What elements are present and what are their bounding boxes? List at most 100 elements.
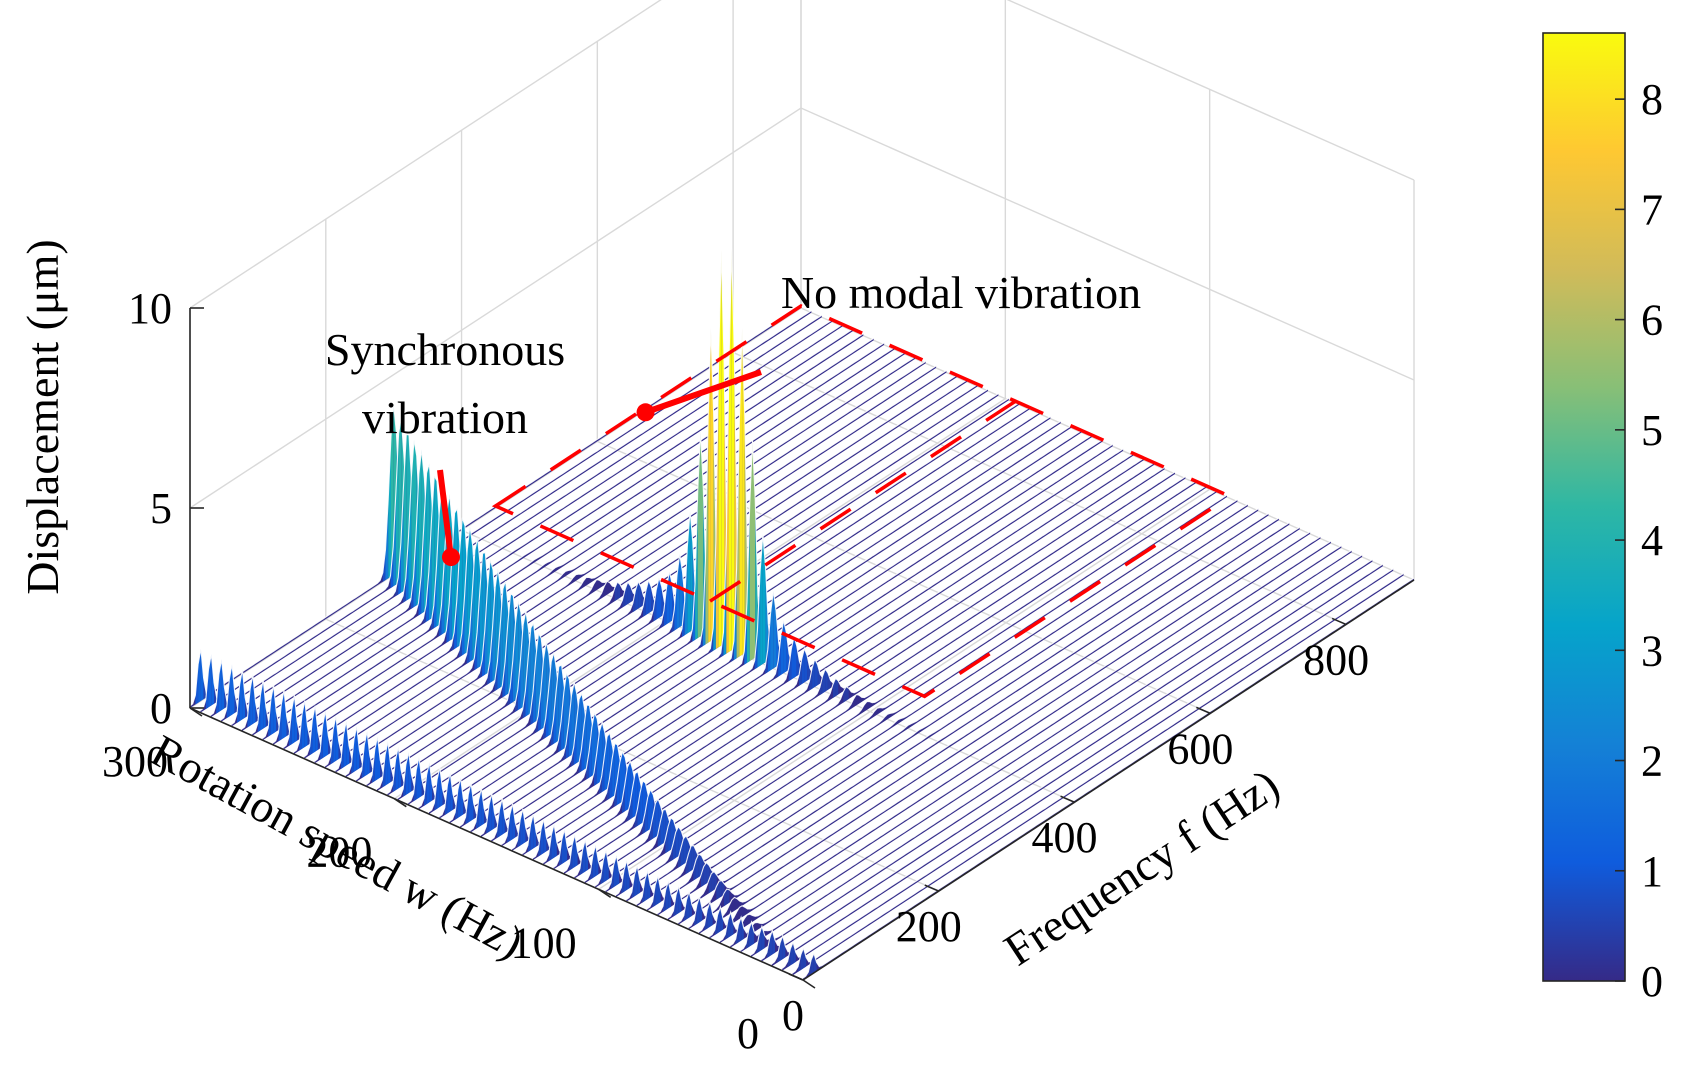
- waterfall-slice-edge: [719, 540, 1332, 942]
- waterfall-peak: [561, 692, 564, 751]
- waterfall-peak: [741, 917, 744, 941]
- waterfall-peak: [408, 478, 412, 600]
- waterfall-peak: [617, 762, 620, 805]
- colorbar-tick-label: 1: [1641, 847, 1663, 896]
- waterfall-peak: [439, 482, 442, 625]
- y-tick: [393, 798, 407, 808]
- waterfall-peak: [451, 513, 455, 640]
- waterfall-peak: [701, 866, 704, 887]
- waterfall-peak: [813, 953, 817, 973]
- waterfall-peak: [607, 732, 610, 789]
- annotation-nomodal: No modal vibration: [781, 267, 1141, 318]
- waterfall-peak: [724, 889, 727, 907]
- waterfall-peak: [655, 799, 659, 837]
- waterfall-peak: [585, 839, 588, 872]
- waterfall-peak: [477, 590, 480, 669]
- grid-line: [189, 0, 1415, 309]
- annotation-region-box: [491, 304, 1234, 699]
- waterfall-peak: [387, 741, 391, 784]
- waterfall-peak: [411, 439, 414, 598]
- waterfall-slice-edge: [345, 374, 958, 776]
- waterfall-peak: [395, 433, 399, 585]
- waterfall-peak: [691, 845, 694, 871]
- waterfall-peak: [502, 798, 505, 835]
- waterfall-peak: [663, 809, 666, 844]
- waterfall-peak: [512, 803, 516, 840]
- waterfall-slice-edge: [729, 545, 1342, 947]
- waterfall-peak: [523, 610, 526, 707]
- waterfall-peak: [423, 473, 427, 612]
- waterfall-peak: [604, 736, 608, 791]
- waterfall-peak: [814, 659, 818, 687]
- annotation-dot-sync: [441, 548, 460, 567]
- waterfall-peak: [624, 767, 628, 812]
- waterfall-slice-edge: [761, 559, 1373, 960]
- waterfall-peak: [648, 580, 652, 614]
- waterfall-peak: [491, 793, 495, 830]
- waterfall-peak: [595, 845, 599, 877]
- waterfall-peak: [512, 623, 516, 703]
- waterfall-peak: [699, 896, 703, 923]
- waterfall-peak: [548, 661, 552, 736]
- waterfall-peak: [551, 652, 554, 734]
- waterfall-peak: [367, 731, 370, 775]
- waterfall-peak: [679, 554, 683, 627]
- waterfall-slice-edge: [272, 342, 885, 744]
- colorbar-tick-label: 7: [1641, 185, 1663, 234]
- waterfall-peak: [576, 699, 580, 764]
- x-tick: [1331, 617, 1347, 626]
- waterfall-peak: [540, 659, 544, 730]
- waterfall-peak: [439, 767, 443, 807]
- waterfall-peak: [825, 669, 828, 692]
- waterfall-peak: [708, 873, 712, 894]
- waterfall-peak: [696, 854, 699, 879]
- waterfall-peak: [408, 752, 412, 794]
- waterfall-peak: [627, 761, 631, 810]
- waterfall-peak: [807, 655, 810, 681]
- waterfall-peak: [659, 577, 662, 618]
- waterfall-peak: [635, 771, 638, 816]
- waterfall-peak: [398, 747, 401, 789]
- waterfall-slice-edge: [698, 531, 1311, 933]
- colorbar: [1542, 32, 1626, 982]
- waterfall-peak: [416, 474, 419, 606]
- waterfall-peak: [804, 648, 808, 683]
- waterfall-peak: [685, 854, 689, 875]
- annotation-arrow-nomodal: [644, 369, 762, 416]
- waterfall-peak: [472, 550, 475, 661]
- waterfall-peak: [467, 526, 470, 652]
- waterfall-peak: [596, 731, 600, 785]
- waterfall-peak: [579, 693, 582, 762]
- waterfall-peak: [632, 773, 636, 818]
- waterfall-slice-edge: [657, 513, 1269, 914]
- colorbar-tick-label: 0: [1641, 957, 1663, 1006]
- waterfall-peak: [703, 862, 707, 886]
- waterfall-peak: [356, 726, 360, 770]
- waterfall-peak: [726, 889, 730, 905]
- waterfall-peak: [730, 912, 734, 936]
- waterfall-peak: [400, 484, 404, 593]
- z-tick-label: 5: [150, 484, 172, 533]
- x-tick: [924, 884, 940, 892]
- waterfall-peak: [543, 641, 547, 728]
- waterfall-peak: [637, 865, 640, 895]
- waterfall-peak: [793, 942, 796, 964]
- waterfall-peak: [706, 862, 710, 884]
- waterfall-slice-edge: [584, 480, 1197, 882]
- x-axis-label: Frequency f (Hz): [995, 759, 1288, 976]
- waterfall-peak: [568, 695, 572, 757]
- waterfall-peak: [640, 586, 644, 607]
- waterfall-peak: [554, 824, 557, 858]
- waterfall-peak: [564, 829, 568, 863]
- waterfall-peak: [668, 881, 672, 909]
- waterfall-peak: [418, 449, 422, 604]
- x-tick: [1060, 795, 1075, 803]
- waterfall-peak: [714, 871, 717, 890]
- x-tick-label: 800: [1303, 635, 1369, 684]
- waterfall-peak: [553, 691, 557, 744]
- waterfall-peak: [533, 658, 536, 723]
- waterfall-peak: [520, 624, 524, 709]
- waterfall-peak: [484, 587, 488, 675]
